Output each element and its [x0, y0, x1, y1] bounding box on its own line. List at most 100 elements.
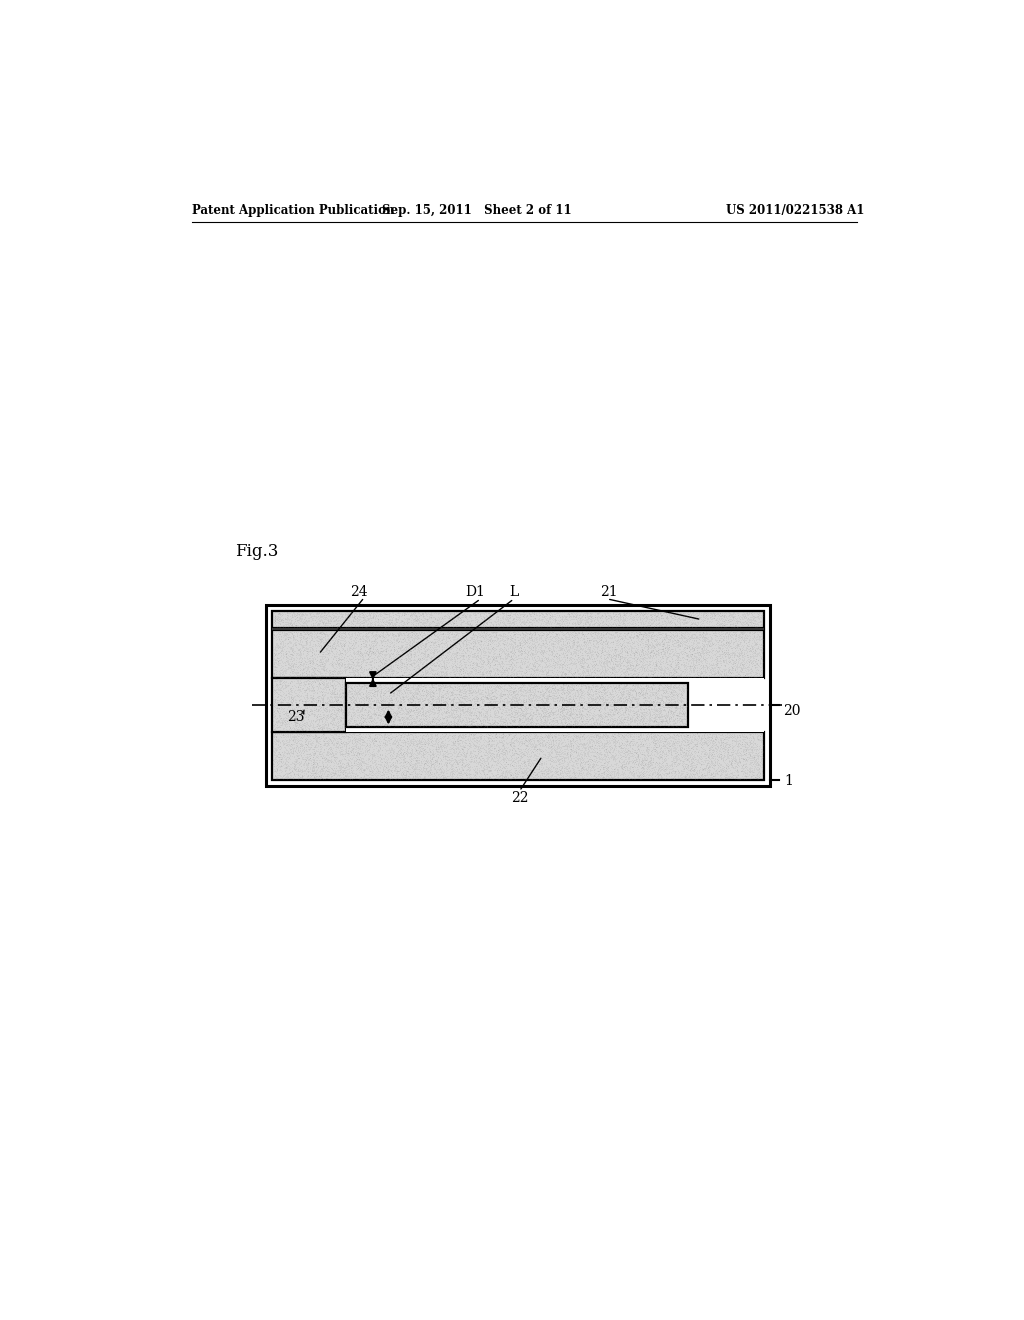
Point	[508, 764, 524, 785]
Point	[732, 609, 749, 630]
Point	[727, 742, 743, 763]
Point	[722, 614, 738, 635]
Point	[502, 636, 518, 657]
Point	[420, 729, 436, 750]
Point	[466, 627, 482, 648]
Point	[339, 692, 355, 713]
Point	[334, 726, 350, 747]
Point	[616, 610, 633, 631]
Point	[567, 612, 584, 634]
Point	[544, 606, 560, 627]
Point	[668, 676, 684, 697]
Point	[522, 704, 539, 725]
Point	[636, 708, 652, 729]
Point	[280, 603, 296, 624]
Point	[479, 692, 496, 713]
Point	[579, 660, 595, 681]
Point	[483, 689, 500, 710]
Point	[753, 622, 769, 643]
Point	[382, 768, 398, 789]
Point	[415, 665, 431, 686]
Point	[435, 678, 452, 700]
Point	[315, 622, 332, 643]
Point	[736, 739, 753, 760]
Point	[373, 640, 389, 661]
Point	[648, 705, 665, 726]
Point	[656, 750, 673, 771]
Point	[339, 744, 355, 766]
Point	[590, 730, 606, 751]
Point	[420, 660, 436, 681]
Point	[513, 693, 529, 714]
Point	[596, 704, 612, 725]
Point	[732, 640, 749, 661]
Point	[562, 743, 579, 764]
Point	[656, 661, 673, 682]
Point	[728, 756, 744, 777]
Point	[482, 739, 499, 760]
Point	[427, 680, 443, 701]
Point	[557, 663, 573, 684]
Point	[561, 767, 578, 788]
Point	[678, 694, 694, 715]
Point	[340, 752, 356, 774]
Point	[450, 623, 466, 644]
Point	[488, 754, 505, 775]
Point	[330, 634, 346, 655]
Point	[416, 643, 432, 664]
Point	[391, 693, 408, 714]
Point	[426, 667, 442, 688]
Point	[577, 747, 593, 768]
Point	[639, 729, 655, 750]
Point	[635, 640, 651, 661]
Point	[538, 706, 554, 727]
Point	[734, 655, 751, 676]
Point	[347, 693, 364, 714]
Point	[742, 739, 759, 760]
Point	[542, 756, 558, 777]
Point	[353, 642, 370, 663]
Point	[682, 763, 698, 784]
Point	[338, 739, 354, 760]
Point	[647, 653, 664, 675]
Point	[309, 752, 326, 774]
Point	[374, 632, 390, 653]
Point	[559, 665, 575, 686]
Point	[321, 762, 337, 783]
Point	[306, 750, 323, 771]
Point	[545, 651, 561, 672]
Point	[340, 675, 356, 696]
Point	[629, 708, 645, 729]
Point	[381, 705, 397, 726]
Point	[324, 751, 340, 772]
Point	[459, 701, 475, 722]
Point	[602, 735, 618, 756]
Point	[322, 690, 338, 711]
Point	[569, 744, 586, 766]
Point	[638, 711, 654, 733]
Point	[649, 655, 666, 676]
Point	[307, 767, 324, 788]
Point	[527, 624, 544, 645]
Point	[733, 622, 750, 643]
Point	[388, 760, 404, 781]
Point	[571, 684, 588, 705]
Point	[634, 628, 650, 649]
Point	[391, 696, 408, 717]
Point	[634, 756, 650, 777]
Point	[670, 727, 686, 748]
Point	[409, 606, 425, 627]
Point	[321, 700, 337, 721]
Point	[534, 685, 550, 706]
Point	[724, 657, 740, 678]
Point	[438, 682, 455, 704]
Point	[377, 733, 393, 754]
Point	[459, 700, 475, 721]
Point	[654, 709, 671, 730]
Point	[301, 652, 317, 673]
Point	[349, 623, 366, 644]
Point	[617, 737, 634, 758]
Point	[587, 651, 603, 672]
Point	[362, 612, 379, 634]
Point	[349, 715, 366, 737]
